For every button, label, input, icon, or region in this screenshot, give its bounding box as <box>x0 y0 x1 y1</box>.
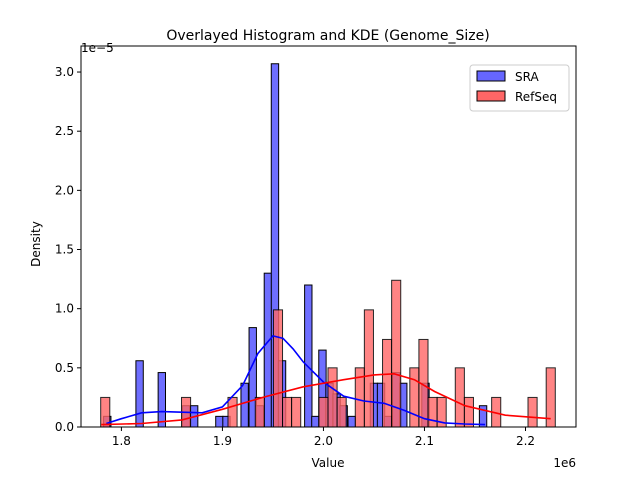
bar-sra <box>263 272 273 428</box>
bar-refseq <box>427 396 438 428</box>
y-tick-label: 2.5 <box>55 124 74 138</box>
legend-swatch-sra <box>476 70 506 82</box>
y-tick-label: 1.5 <box>55 243 74 257</box>
legend-label-sra: SRA <box>515 70 539 84</box>
bar-refseq <box>318 396 329 428</box>
y-tick-label: 2.0 <box>55 183 74 197</box>
x-tick-label: 2.1 <box>415 434 434 448</box>
x-axis: 1.8 1.9 2.0 2.1 2.2 <box>112 427 535 448</box>
bar-sra <box>157 372 167 428</box>
bar-refseq <box>336 396 347 428</box>
bar-sra <box>135 360 144 428</box>
legend-swatch-refseq <box>476 90 506 102</box>
bar-refseq <box>272 309 284 428</box>
bar-refseq <box>409 367 420 428</box>
bar-refseq <box>463 396 474 428</box>
x-tick-label: 2.0 <box>314 434 333 448</box>
x-offset-label: 1e6 <box>553 456 576 470</box>
legend-label-refseq: RefSeq <box>515 90 557 104</box>
kde-lines <box>101 335 551 426</box>
y-tick-label: 0.0 <box>55 420 74 434</box>
bar-sra <box>240 382 249 428</box>
chart-title: Overlayed Histogram and KDE (Genome_Size… <box>166 28 489 44</box>
bar-sra <box>347 415 356 428</box>
plot-frame <box>80 45 577 428</box>
y-tick-label: 0.5 <box>55 361 74 375</box>
bar-refseq <box>382 338 393 428</box>
bar-refseq <box>282 396 293 428</box>
y-axis: 0.0 0.5 1.0 1.5 2.0 2.5 3.0 <box>55 65 81 434</box>
kde-line-refseq <box>101 372 551 426</box>
x-tick-label: 1.9 <box>213 434 232 448</box>
x-axis-label: Value <box>312 456 345 470</box>
bar-sra <box>311 415 320 428</box>
legend: SRA RefSeq <box>469 64 570 112</box>
bar-refseq <box>327 367 338 428</box>
x-tick-label: 2.2 <box>516 434 535 448</box>
bar-refseq <box>391 279 402 428</box>
y-axis-label: Density <box>29 221 43 267</box>
bar-refseq <box>363 309 374 428</box>
bar-refseq <box>454 367 465 428</box>
kde-line-sra <box>106 335 486 426</box>
y-tick-label: 3.0 <box>55 65 74 79</box>
bar-refseq <box>291 396 302 428</box>
x-tick-label: 1.8 <box>112 434 131 448</box>
y-offset-label: 1e−5 <box>81 41 114 55</box>
y-tick-label: 1.0 <box>55 302 74 316</box>
bar-refseq <box>254 396 265 428</box>
bar-sra <box>304 284 313 428</box>
histogram-bars <box>100 63 556 428</box>
bar-refseq <box>227 396 238 428</box>
bar-sra <box>215 415 224 428</box>
bar-refseq <box>527 396 538 428</box>
